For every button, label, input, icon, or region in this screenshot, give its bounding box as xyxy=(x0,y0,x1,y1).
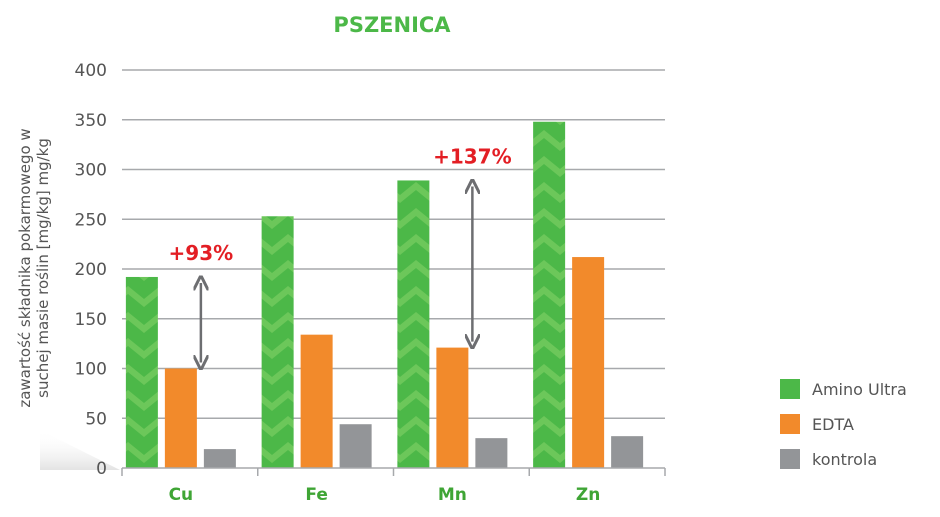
chart-title: PSZENICA xyxy=(333,13,451,37)
bar-amino-ultra-mn xyxy=(397,180,430,468)
y-tick-label-200: 200 xyxy=(75,260,107,280)
y-tick-label-150: 150 xyxy=(75,310,107,330)
bar-edta-cu xyxy=(164,368,197,468)
annotations: +93% +137% xyxy=(169,144,512,362)
x-tick-label-mn: Mn xyxy=(438,485,467,505)
legend-label-kontrola: kontrola xyxy=(812,450,877,469)
x-tick-label-zn: Zn xyxy=(576,485,600,505)
legend-swatch-kontrola xyxy=(780,449,800,469)
x-tick-label-cu: Cu xyxy=(169,485,194,505)
legend: Amino Ultra EDTA kontrola xyxy=(780,379,907,469)
bar-edta-mn xyxy=(436,347,469,468)
bar-amino-ultra-fe xyxy=(261,216,294,468)
legend-label-amino-ultra: Amino Ultra xyxy=(812,380,907,399)
x-tick-label-fe: Fe xyxy=(305,485,327,505)
y-tick-labels: 0 50 100 150 200 250 300 350 400 xyxy=(75,61,107,479)
bars xyxy=(125,121,644,469)
y-tick-label-250: 250 xyxy=(75,210,107,230)
gridlines xyxy=(122,69,665,419)
legend-swatch-amino-ultra xyxy=(780,379,800,399)
y-tick-label-300: 300 xyxy=(75,161,107,181)
bar-amino-ultra-zn xyxy=(533,121,566,469)
legend-label-edta: EDTA xyxy=(812,415,854,434)
x-axis: Cu Fe Mn Zn xyxy=(121,467,666,505)
y-tick-label-0: 0 xyxy=(96,459,107,479)
y-tick-label-100: 100 xyxy=(75,360,107,380)
bar-kontrola-mn xyxy=(475,438,508,468)
y-tick-label-50: 50 xyxy=(85,409,107,429)
annotation-label-mn: +137% xyxy=(433,144,512,168)
y-tick-label-400: 400 xyxy=(75,61,107,81)
bar-edta-zn xyxy=(572,257,605,468)
y-axis-title: zawartość składnika pokarmowego w suchej… xyxy=(16,128,52,407)
y-axis-title-line-2: suchej masie roślin [mg/kg] mg/kg xyxy=(34,138,52,398)
bar-edta-fe xyxy=(300,334,333,468)
bar-amino-ultra-cu xyxy=(125,276,158,468)
floor-shade xyxy=(40,430,120,470)
annotation-label-cu: +93% xyxy=(169,241,234,265)
y-axis-title-line-1: zawartość składnika pokarmowego w xyxy=(16,128,34,407)
bar-kontrola-fe xyxy=(339,424,372,468)
y-tick-label-350: 350 xyxy=(75,111,107,131)
bar-kontrola-zn xyxy=(611,436,644,468)
bar-kontrola-cu xyxy=(203,449,236,468)
legend-swatch-edta xyxy=(780,414,800,434)
